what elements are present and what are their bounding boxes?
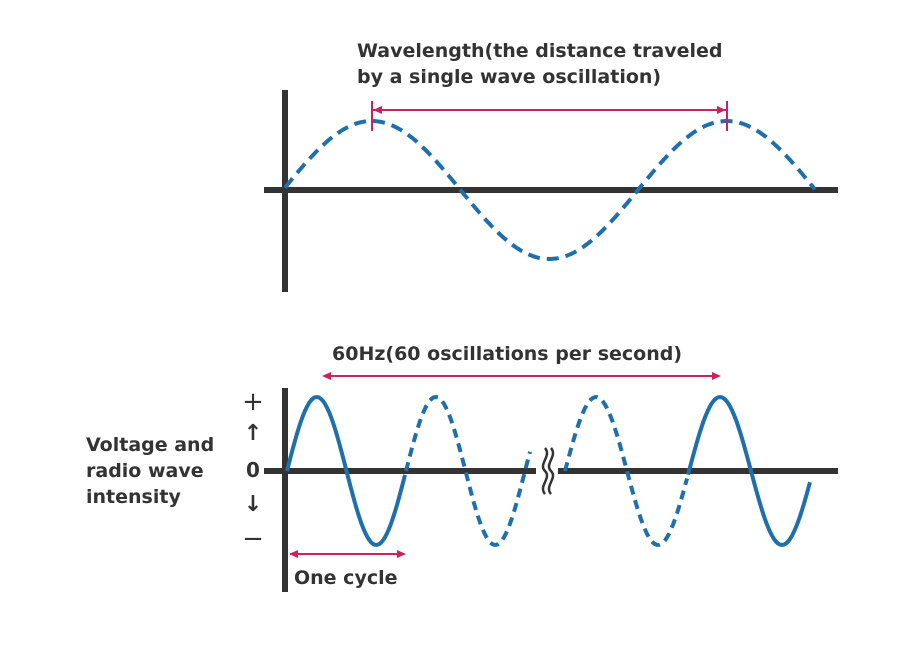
minus-sign: −: [242, 524, 264, 554]
frequency-left-arrowhead: [322, 372, 331, 380]
bottom-wave-diagram: [264, 372, 838, 592]
y-axis-label-line-2: radio wave: [86, 460, 204, 482]
first-solid-wave-cycle: [285, 394, 407, 547]
frequency-label: 60Hz(60 oscillations per second): [332, 343, 683, 365]
wavelength-measure: [371, 101, 728, 131]
plus-sign: +: [242, 387, 264, 417]
last-solid-wave-cycle: [686, 394, 812, 548]
second-dashed-wave-cycle: [404, 394, 532, 547]
one-cycle-measure: [289, 550, 406, 558]
axis-break-symbol: [536, 444, 558, 498]
frequency-right-arrowhead: [712, 372, 721, 380]
wavelength-left-arrowhead: [373, 106, 382, 114]
one-cycle-right-arrowhead: [397, 550, 406, 558]
one-cycle-left-arrowhead: [289, 550, 298, 558]
wavelength-right-arrowhead: [717, 106, 726, 114]
wavelength-label-line-2: by a single wave oscillation): [357, 66, 662, 88]
up-arrow-icon: ↑: [243, 421, 263, 446]
top-wave-diagram: [264, 90, 838, 292]
y-axis-label-line-1: Voltage and: [86, 434, 215, 456]
omitted-dashed-wave-cycle: [563, 395, 689, 547]
y-axis-label-line-3: intensity: [86, 486, 181, 508]
down-arrow-icon: ↓: [243, 492, 263, 517]
zero-label: 0: [246, 458, 260, 482]
frequency-measure: [322, 372, 721, 380]
wavelength-label-line-1: Wavelength(the distance traveled: [357, 40, 723, 62]
one-cycle-label: One cycle: [294, 567, 398, 589]
